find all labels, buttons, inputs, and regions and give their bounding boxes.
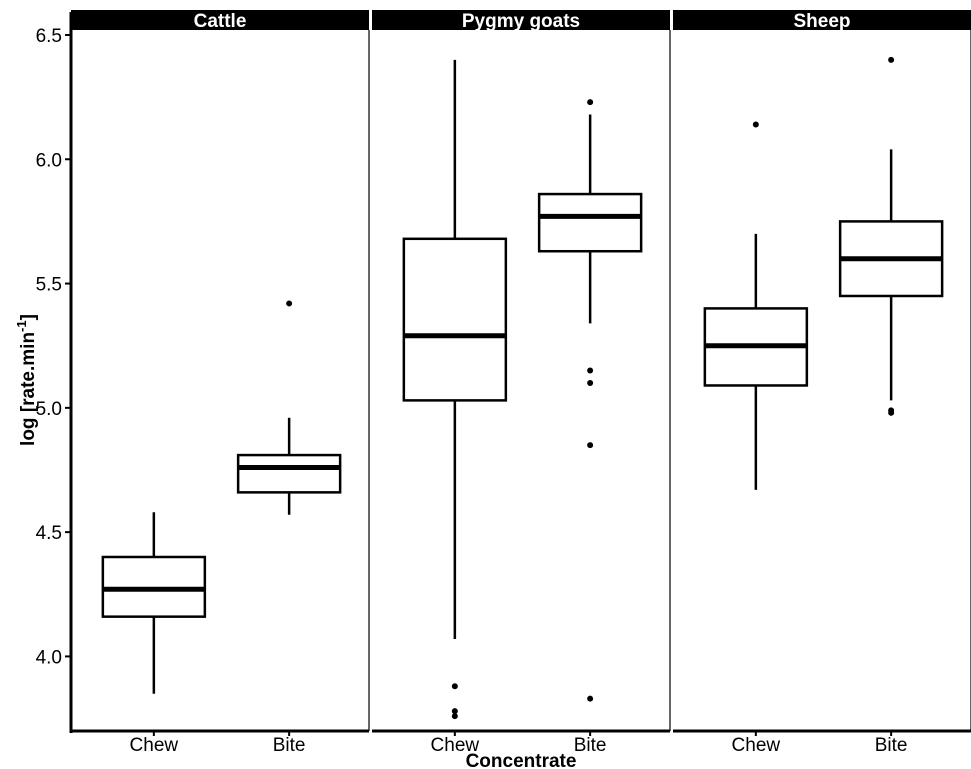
y-axis: 4.0 4.5 5.0 5.5 6.0 6.5	[36, 12, 73, 733]
facets: Cattle Chew Bite Pygmy goats Chew Bite Sheep Ch…	[71, 10, 971, 756]
outlier-point	[587, 99, 594, 106]
facet-strip	[71, 10, 369, 30]
box-bite	[236, 300, 342, 515]
outlier-point	[451, 683, 458, 690]
x-tick-label: Chew	[130, 735, 179, 756]
box-iqr	[537, 192, 643, 253]
x-axis-title: Concentrate	[466, 751, 577, 769]
y-tick-label: 4.5	[36, 523, 62, 544]
outlier-point	[888, 56, 895, 63]
outlier-point	[451, 713, 458, 720]
outlier-point	[752, 121, 759, 128]
outlier-point	[451, 708, 458, 715]
facet-strip-label: Pygmy goats	[462, 11, 580, 32]
box-bite	[838, 56, 944, 416]
box-bite	[537, 99, 643, 702]
facet-panel-sheep: Sheep Chew Bite	[673, 10, 971, 756]
y-tick-label: 4.0	[36, 647, 62, 668]
x-tick-label: Bite	[574, 735, 607, 756]
y-axis-title-superscript: -1	[14, 320, 29, 332]
x-tick-label: Chew	[732, 735, 781, 756]
y-axis-title-main: log [rate.min	[18, 332, 39, 446]
box-chew	[402, 59, 508, 720]
y-tick-label: 6.0	[36, 150, 62, 171]
outlier-point	[587, 695, 594, 702]
outlier-point	[587, 442, 594, 449]
facet-panel-pygmy-goats: Pygmy goats Chew Bite	[372, 10, 671, 756]
y-tick-label: 5.0	[36, 399, 62, 420]
facet-strip-label: Cattle	[194, 11, 247, 32]
outlier-point	[286, 300, 293, 307]
box-iqr	[402, 237, 508, 402]
facet-panel-cattle: Cattle Chew Bite	[71, 10, 370, 756]
facet-strip	[673, 10, 971, 30]
outlier-point	[888, 409, 895, 416]
y-axis-title-end: ]	[18, 314, 39, 320]
outlier-point	[587, 379, 594, 386]
y-tick-label: 5.5	[36, 275, 62, 296]
facet-strip	[372, 10, 670, 30]
y-axis-title: log [rate.min-1]	[14, 314, 39, 446]
box-chew	[101, 512, 207, 694]
x-tick-label: Bite	[273, 735, 306, 756]
x-tick-label: Bite	[875, 735, 908, 756]
x-tick-label: Chew	[431, 735, 480, 756]
outlier-point	[587, 367, 594, 374]
box-iqr	[236, 453, 342, 494]
facet-strip-label: Sheep	[793, 11, 850, 32]
y-tick-label: 6.5	[36, 26, 62, 47]
box-chew	[703, 121, 809, 490]
